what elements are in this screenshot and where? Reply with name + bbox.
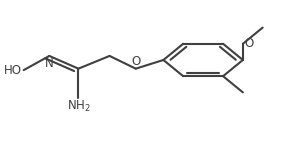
Text: HO: HO [4,64,22,77]
Text: O: O [131,54,140,67]
Text: O: O [245,37,254,50]
Text: N: N [45,57,54,70]
Text: NH$_2$: NH$_2$ [66,99,90,114]
